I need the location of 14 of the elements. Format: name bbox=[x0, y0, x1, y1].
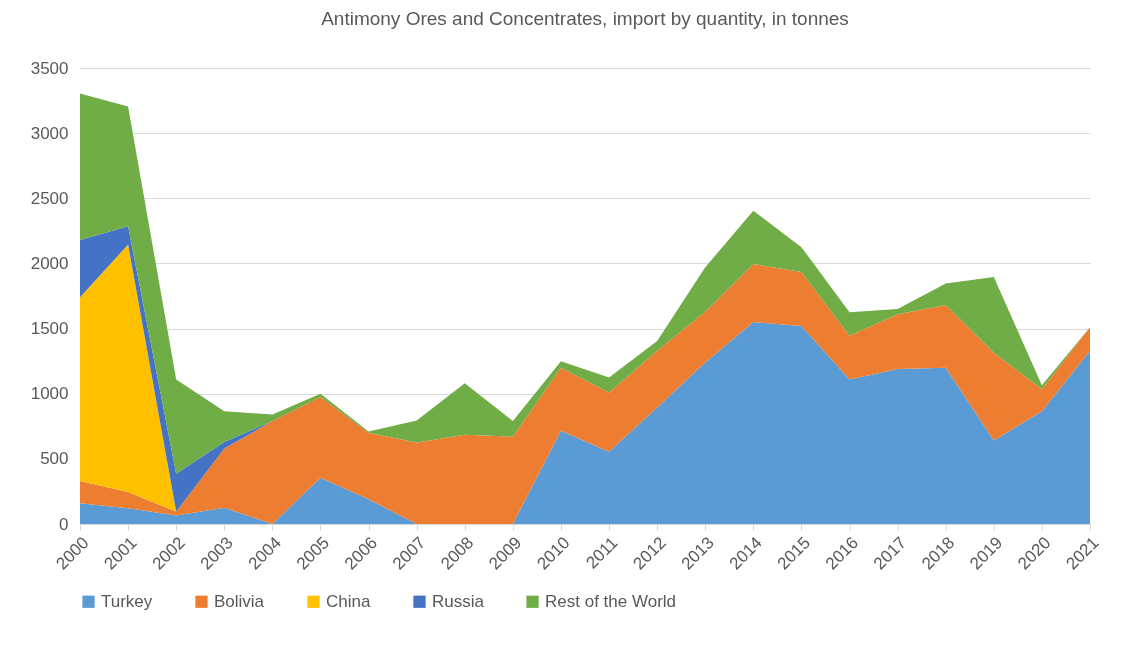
y-tick-label: 500 bbox=[40, 449, 69, 469]
y-tick-label: 2500 bbox=[30, 188, 69, 208]
legend-label: China bbox=[326, 591, 371, 611]
y-tick-label: 3500 bbox=[30, 58, 69, 78]
legend-label: Russia bbox=[432, 591, 485, 611]
legend-label: Bolivia bbox=[214, 591, 265, 611]
y-tick-label: 1500 bbox=[30, 319, 69, 339]
y-tick-label: 0 bbox=[59, 514, 69, 534]
chart-title: Antimony Ores and Concentrates, import by quantity, in tonnes bbox=[321, 8, 849, 29]
y-tick-label: 3000 bbox=[30, 123, 69, 143]
legend-label: Rest of the World bbox=[545, 591, 677, 611]
y-tick-label: 1000 bbox=[30, 384, 69, 404]
y-tick-label: 2000 bbox=[30, 253, 69, 273]
legend-label: Turkey bbox=[101, 591, 153, 611]
